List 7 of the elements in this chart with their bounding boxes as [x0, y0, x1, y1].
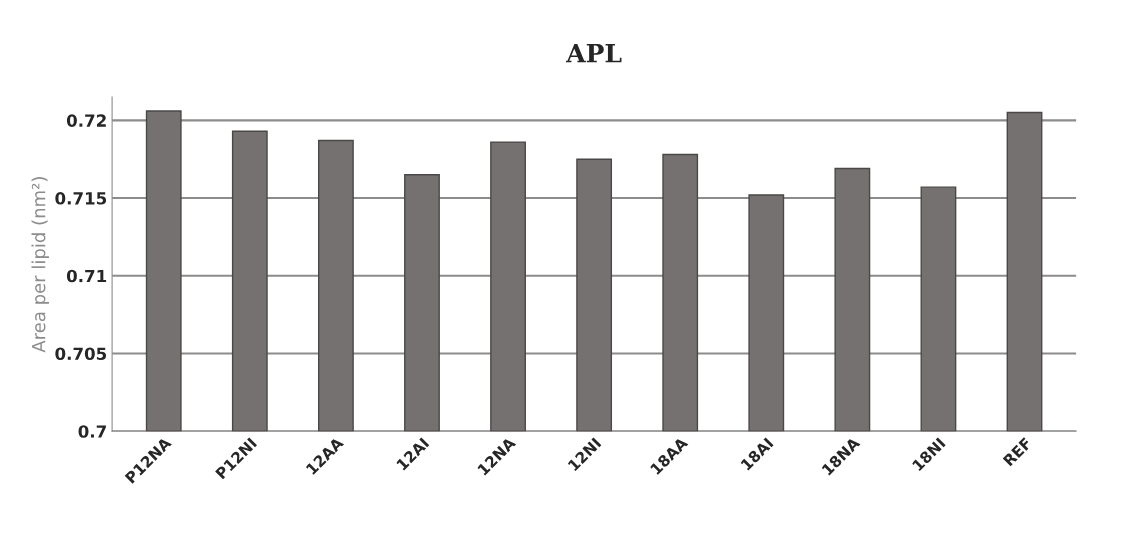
- y-axis-title: Area per lipid (nm²): [31, 177, 49, 353]
- chart-title: APL: [566, 44, 622, 63]
- y-tick-label: 0.71: [66, 269, 107, 283]
- y-tick-label: 0.7: [78, 425, 106, 438]
- y-tick-label: 0.715: [55, 192, 107, 205]
- y-tick-label: 0.705: [55, 347, 107, 361]
- y-tick-label: 0.72: [66, 114, 106, 127]
